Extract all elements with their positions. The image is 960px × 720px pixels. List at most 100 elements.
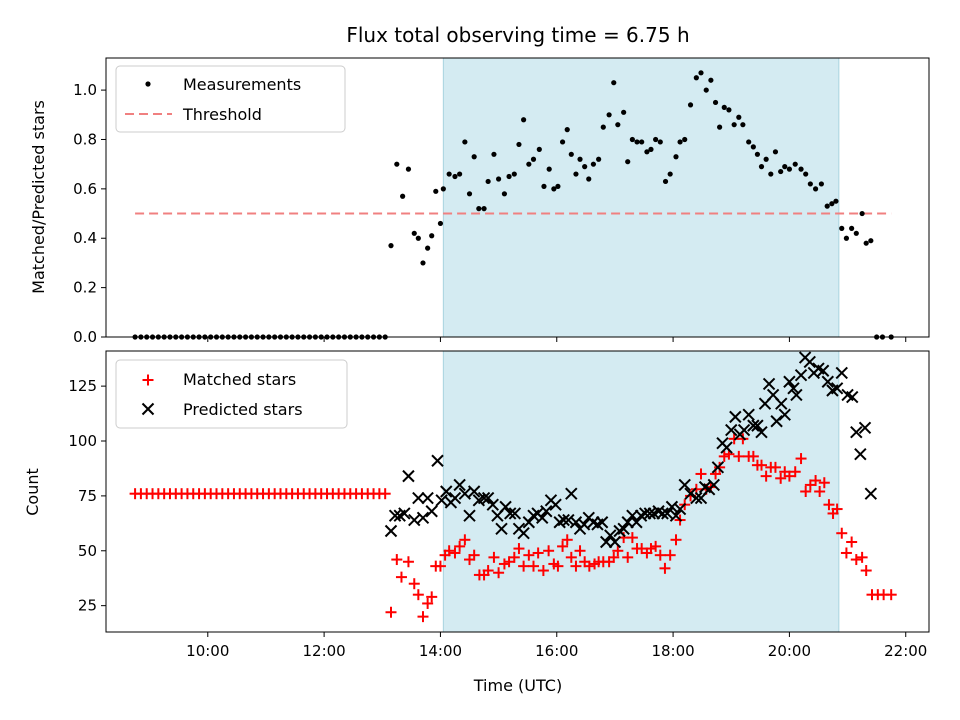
matched-star-point [513,543,525,555]
matched-star-point [574,545,586,557]
matched-star-point [650,540,662,552]
measurement-point [555,183,561,189]
measurement-point [763,156,769,162]
predicted-star-point [517,527,530,540]
top-legend: Measurements Threshold [115,65,346,133]
x-tick-label: 20:00 [768,642,811,660]
predicted-star-point [617,522,630,536]
x-axis-label: Time (UTC) [473,676,562,695]
predicted-star-point [412,491,425,505]
measurement-point [590,161,597,167]
legend-measurements-label: Measurements [183,75,301,94]
measurement-point [586,176,592,182]
predicted-star-point [690,491,703,505]
predicted-star-point [448,491,462,505]
x-tick-label: 10:00 [186,642,229,660]
top-y-ticks: 0.0 0.2 0.4 0.6 0.8 1.0 [73,81,106,346]
measurement-point [639,139,645,145]
matched-star-point [814,486,826,497]
measurement-point [772,149,779,155]
predicted-star-point [486,498,499,511]
measurement-point [411,230,417,236]
predicted-star-point [747,419,760,432]
predicted-star-point [803,355,816,369]
legend-matched-label: Matched stars [183,370,296,389]
matched-star-point [755,459,767,471]
x-tick-label: 14:00 [419,642,462,660]
top-y-tick-label: 0.6 [73,180,97,198]
predicted-star-point [711,461,725,474]
legend-matched-plus [142,374,154,386]
measurement-point [708,77,714,83]
measurement-point [615,122,621,128]
measurement-point [653,136,659,143]
measurement-point [812,186,819,192]
measurement-point [476,206,482,212]
predicted-star-point [669,509,683,522]
matched-star-point [385,606,397,618]
matched-star-point [537,565,549,577]
matched-star-point [561,534,573,546]
predicted-star-point [477,491,491,505]
predicted-star-point [402,469,415,483]
matched-star-point [775,472,787,484]
measurement-point [687,102,694,108]
matched-star-point [714,461,726,473]
matched-star-point [523,549,535,561]
measurement-point [568,151,574,157]
measurement-point [863,240,869,246]
measurement-point [843,235,850,241]
predicted-star-point [725,423,738,437]
measurement-point [824,203,830,209]
chart-title: Flux total observing time = 6.75 h [346,23,689,47]
predicted-star-point [577,518,591,531]
matched-star-point [402,556,414,568]
measurement-point [868,238,874,244]
matched-star-point [493,567,505,579]
predicted-star-point [707,478,721,492]
predicted-star-point [783,375,796,388]
matched-star-point [612,545,624,557]
measurement-point [521,117,527,123]
matched-star-point [818,477,830,489]
measurement-point [546,166,552,172]
measurement-point [736,114,742,120]
matched-star-point [737,433,749,445]
bottom-y-tick-label: 125 [68,377,97,395]
top-shaded-interval [442,57,840,338]
measurement-point [462,139,468,145]
matched-star-point [760,470,772,482]
measurement-point [606,112,612,118]
measurement-point [437,220,444,227]
matched-star-point [468,549,480,561]
measurement-point [425,245,431,251]
measurement-point [629,136,635,143]
matched-star-point [659,562,671,574]
measurement-point [471,154,477,160]
measurement-point [394,161,400,167]
measurement-point [768,171,774,177]
top-x-ticks [207,337,907,342]
measurement-point [703,87,709,93]
matched-star-point [664,549,676,561]
legend-predicted-cross [141,402,155,416]
matched-star-point [622,551,634,563]
measurement-point [758,164,765,170]
bottom-y-tick-label: 100 [68,432,97,450]
measurement-point [420,260,426,266]
predicted-star-point [536,511,549,525]
matched-star-point [443,545,455,557]
measurement-point [648,146,654,152]
measurement-point [667,171,673,177]
predicted-star-point [463,509,476,522]
predicted-star-point [770,415,783,428]
legend-predicted-marker [141,402,155,416]
measurement-point [596,156,602,162]
predicted-star-point [595,516,609,529]
predicted-star-point [458,487,472,500]
measurement-point [485,178,491,185]
measurement-point [600,124,606,130]
matched-star-point [846,536,858,548]
predicted-star-point [778,408,791,421]
matched-star-point [810,475,822,487]
